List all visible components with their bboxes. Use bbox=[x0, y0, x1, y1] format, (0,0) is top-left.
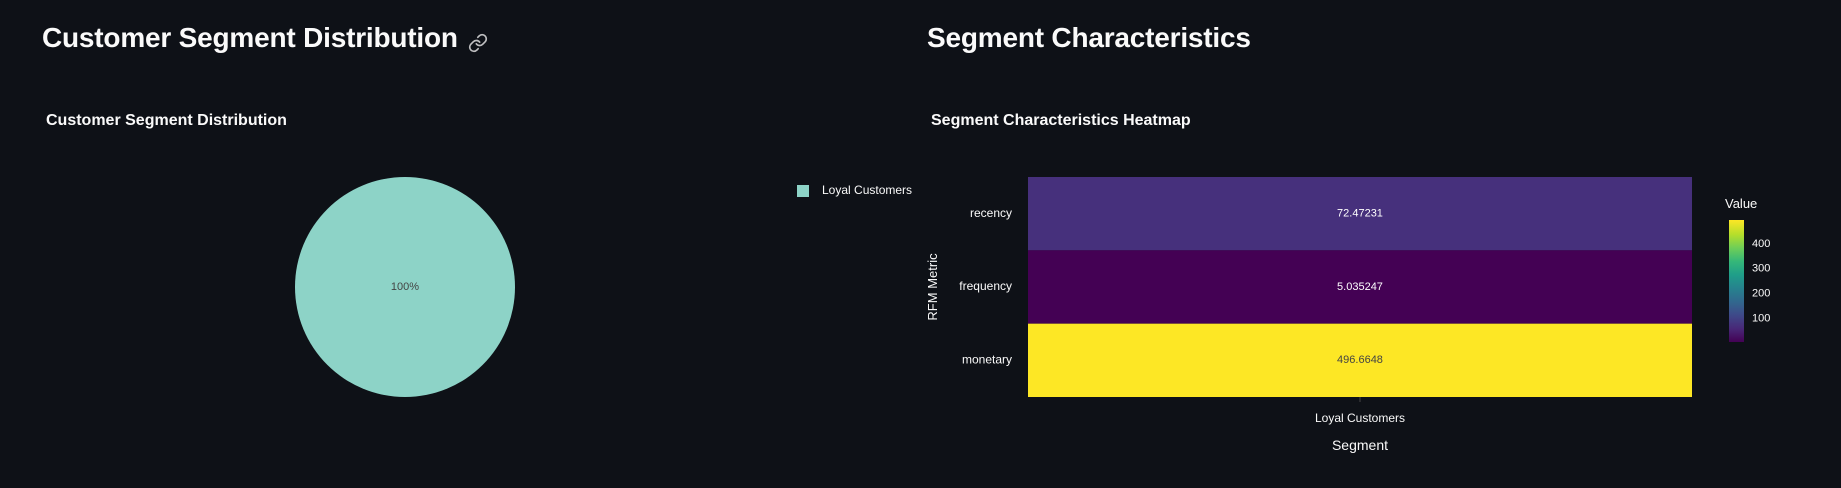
heatmap-cells[interactable]: 72.47231 5.035247 496.6648 bbox=[1028, 177, 1692, 397]
colorbar-ticks: 100 200 300 400 bbox=[1752, 238, 1770, 324]
pie-slice-loyal-customers[interactable] bbox=[295, 177, 515, 397]
section-title-distribution-text: Customer Segment Distribution bbox=[42, 22, 458, 53]
heatmap-cell-recency[interactable] bbox=[1028, 177, 1692, 251]
heatmap-cell-frequency[interactable] bbox=[1028, 250, 1692, 324]
colorbar-tick-100: 100 bbox=[1752, 312, 1770, 324]
heatmap-y-axis-label: RFM Metric bbox=[925, 253, 940, 321]
colorbar-title: Value bbox=[1725, 196, 1757, 211]
legend-swatch-loyal-customers[interactable] bbox=[797, 185, 809, 197]
colorbar-tick-400: 400 bbox=[1752, 238, 1770, 250]
pie-chart-title: Customer Segment Distribution bbox=[46, 112, 287, 129]
x-tick-label-0: Loyal Customers bbox=[1315, 411, 1405, 425]
pie-chart[interactable]: 100% Loyal Customers bbox=[0, 0, 920, 488]
y-tick-label-monetary: monetary bbox=[962, 353, 1012, 367]
heatmap-y-tick-labels: recency frequency monetary bbox=[959, 206, 1012, 367]
segment-distribution-column: Customer Segment Distribution Customer S… bbox=[0, 0, 920, 488]
legend-label-loyal-customers[interactable]: Loyal Customers bbox=[822, 183, 912, 197]
heatmap-x-tick-labels: Loyal Customers bbox=[1315, 397, 1405, 425]
section-title-characteristics: Segment Characteristics bbox=[927, 22, 1251, 54]
heatmap-cell-label-frequency: 5.035247 bbox=[1337, 281, 1383, 293]
segment-characteristics-column: Segment Characteristics Segment Characte… bbox=[920, 0, 1841, 488]
heatmap-cell-label-monetary: 496.6648 bbox=[1337, 354, 1383, 366]
heatmap-cell-monetary[interactable] bbox=[1028, 323, 1692, 397]
heatmap-x-axis-label: Segment bbox=[1332, 437, 1388, 453]
y-tick-label-frequency: frequency bbox=[959, 279, 1012, 293]
heatmap-chart[interactable]: 72.47231 5.035247 496.6648 recency frequenc… bbox=[920, 0, 1841, 488]
colorbar-gradient[interactable] bbox=[1729, 220, 1744, 342]
section-title-characteristics-text: Segment Characteristics bbox=[927, 22, 1251, 53]
colorbar-tick-300: 300 bbox=[1752, 263, 1770, 275]
link-icon[interactable] bbox=[468, 28, 488, 53]
colorbar-tick-200: 200 bbox=[1752, 288, 1770, 300]
y-tick-label-recency: recency bbox=[970, 206, 1012, 220]
heatmap-chart-title: Segment Characteristics Heatmap bbox=[931, 112, 1191, 129]
heatmap-cell-label-recency: 72.47231 bbox=[1337, 208, 1383, 220]
pie-legend[interactable]: Loyal Customers bbox=[797, 183, 912, 197]
heatmap-colorbar[interactable]: Value 100 200 300 400 bbox=[1725, 196, 1770, 342]
section-title-distribution: Customer Segment Distribution bbox=[42, 22, 488, 54]
pie-slice-label: 100% bbox=[391, 281, 419, 293]
